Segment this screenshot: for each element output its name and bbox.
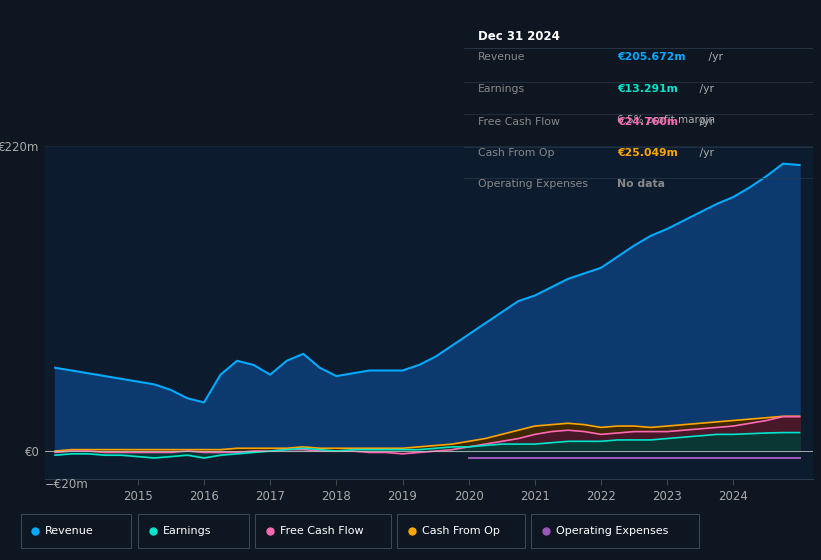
Text: Revenue: Revenue (478, 52, 525, 62)
Text: Operating Expenses: Operating Expenses (556, 526, 668, 536)
Text: 6.5% profit margin: 6.5% profit margin (617, 115, 715, 125)
Text: €13.291m: €13.291m (617, 85, 678, 95)
Text: Dec 31 2024: Dec 31 2024 (478, 30, 560, 43)
Text: Operating Expenses: Operating Expenses (478, 179, 588, 189)
Text: No data: No data (617, 179, 665, 189)
Text: /yr: /yr (695, 85, 713, 95)
Text: Revenue: Revenue (45, 526, 94, 536)
Text: €24.760m: €24.760m (617, 117, 678, 127)
Text: €25.049m: €25.049m (617, 148, 678, 158)
Text: Earnings: Earnings (163, 526, 211, 536)
Text: €205.672m: €205.672m (617, 52, 686, 62)
Text: Cash From Op: Cash From Op (422, 526, 500, 536)
Text: Earnings: Earnings (478, 85, 525, 95)
Text: /yr: /yr (695, 148, 713, 158)
Text: /yr: /yr (705, 52, 723, 62)
Text: Free Cash Flow: Free Cash Flow (280, 526, 364, 536)
Text: Cash From Op: Cash From Op (478, 148, 554, 158)
Text: Free Cash Flow: Free Cash Flow (478, 117, 560, 127)
Text: −€20m: −€20m (45, 478, 89, 491)
Text: /yr: /yr (695, 117, 713, 127)
